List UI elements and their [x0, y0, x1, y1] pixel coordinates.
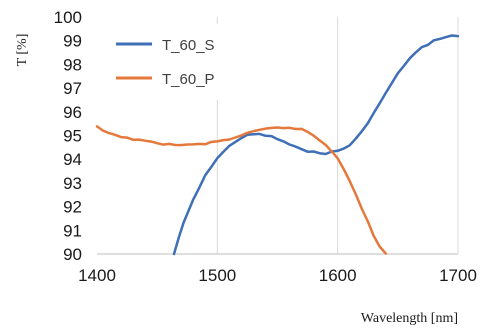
y-tick-label: 94 — [63, 150, 82, 169]
legend-label-t-60-s: T_60_S — [162, 37, 215, 54]
y-tick-label: 93 — [63, 174, 82, 193]
x-axis-label: Wavelength [nm] — [361, 311, 458, 326]
y-tick-label: 96 — [63, 103, 82, 122]
y-tick-label: 90 — [63, 245, 82, 264]
y-tick-label: 99 — [63, 32, 82, 51]
legend-label-t-60-p: T_60_P — [162, 71, 215, 88]
y-tick-label: 98 — [63, 55, 82, 74]
series-line-t-60-s — [172, 34, 460, 256]
tick-labels: 90 91 92 93 94 95 96 97 98 99 100 1400 1500 1600 1700 — [54, 8, 477, 285]
y-tick-label: 97 — [63, 79, 82, 98]
x-tick-label: 1700 — [439, 266, 477, 285]
series-layer — [95, 34, 460, 256]
series-line-t-60-p — [95, 125, 388, 255]
legend-box — [105, 24, 253, 100]
legend: T_60_S T_60_P — [105, 24, 253, 100]
x-tick-label: 1600 — [319, 266, 357, 285]
y-tick-label: 92 — [63, 198, 82, 217]
x-tick-label: 1500 — [198, 266, 236, 285]
y-axis-label: T [%] — [15, 34, 30, 67]
axes-layer — [97, 17, 459, 255]
y-tick-label: 91 — [63, 221, 82, 240]
y-tick-label: 95 — [63, 127, 82, 146]
y-tick-label: 100 — [54, 8, 82, 27]
x-tick-label: 1400 — [78, 266, 116, 285]
